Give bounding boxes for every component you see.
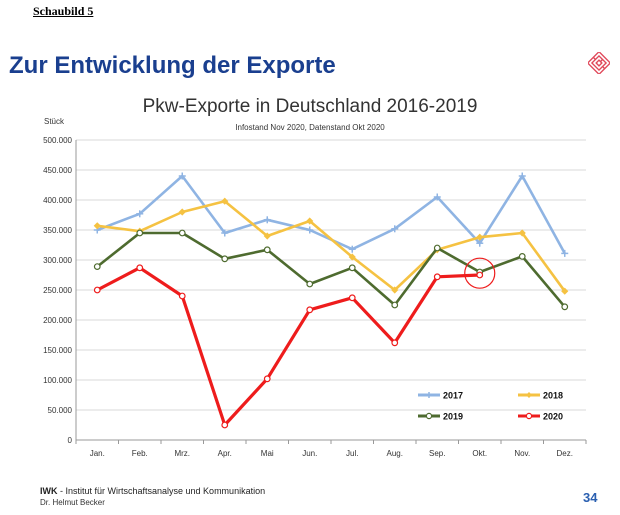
legend-marker-2019	[425, 412, 433, 420]
x-tick-label: Mrz.	[174, 449, 190, 458]
legend-label-2019: 2019	[443, 412, 463, 422]
slide-title: Zur Entwicklung der Exporte	[9, 52, 336, 79]
chart-subtitle: Infostand Nov 2020, Datenstand Okt 2020	[235, 123, 385, 132]
y-tick-label: 0	[68, 436, 73, 445]
y-tick-label: 450.000	[43, 166, 72, 175]
data-point-2018	[348, 253, 356, 261]
data-point-2020	[136, 264, 144, 272]
y-tick-label: 50.000	[48, 406, 73, 415]
data-point-2018	[518, 229, 526, 237]
org-abbrev: IWK	[40, 486, 58, 496]
y-tick-label: 500.000	[43, 136, 72, 145]
x-tick-label: Apr.	[218, 449, 232, 458]
data-point-2018	[263, 232, 271, 240]
x-tick-label: Nov.	[514, 449, 530, 458]
data-point-2019	[433, 244, 441, 252]
x-tick-label: Jun.	[302, 449, 317, 458]
y-tick-label: 300.000	[43, 256, 72, 265]
legend-marker-2020	[525, 412, 533, 420]
data-point-2018	[476, 233, 484, 241]
data-point-2020	[433, 273, 441, 281]
legend-label-2020: 2020	[543, 412, 563, 422]
series-line-2018	[97, 199, 566, 292]
data-point-2020	[93, 286, 101, 294]
y-tick-label: 250.000	[43, 286, 72, 295]
data-point-2020	[476, 271, 484, 279]
data-point-2018	[306, 217, 314, 225]
y-tick-label: 150.000	[43, 346, 72, 355]
data-point-2019	[136, 229, 144, 237]
data-point-2018	[93, 222, 101, 230]
data-point-2020	[221, 421, 229, 429]
y-tick-label: 400.000	[43, 196, 72, 205]
data-point-2019	[221, 255, 229, 263]
legend-label-2018: 2018	[543, 391, 563, 401]
data-point-2019	[93, 263, 101, 271]
data-point-2018	[391, 286, 399, 294]
series-line-2017	[96, 174, 566, 255]
footer-author: Dr. Helmut Becker	[40, 498, 105, 507]
data-point-2018	[221, 197, 229, 205]
data-point-2020	[178, 292, 186, 300]
data-point-2020	[263, 375, 271, 383]
data-point-2020	[306, 306, 314, 314]
data-point-2019	[561, 303, 569, 311]
data-point-2019	[348, 264, 356, 272]
x-tick-label: Mai	[261, 449, 274, 458]
y-tick-label: 350.000	[43, 226, 72, 235]
data-point-2019	[518, 252, 526, 260]
x-tick-label: Feb.	[132, 449, 148, 458]
y-axis-unit-label: Stück	[44, 117, 65, 126]
legend-marker-2018	[526, 392, 532, 398]
legend-label-2017: 2017	[443, 391, 463, 401]
page-number: 34	[583, 490, 598, 505]
figure-label: Schaubild 5	[33, 4, 94, 18]
y-tick-label: 100.000	[43, 376, 72, 385]
series-line-2019	[96, 231, 566, 308]
y-tick-label: 200.000	[43, 316, 72, 325]
series-line-2020	[96, 266, 480, 427]
x-tick-label: Jan.	[90, 449, 105, 458]
org-name: - Institut für Wirtschaftsanalyse und Ko…	[57, 486, 266, 496]
data-point-2020	[391, 339, 399, 347]
data-point-2018	[178, 208, 186, 216]
data-point-2019	[391, 301, 399, 309]
x-tick-label: Sep.	[429, 449, 445, 458]
data-point-2019	[178, 229, 186, 237]
chart-title: Pkw-Exporte in Deutschland 2016-2019	[142, 96, 478, 117]
x-tick-label: Dez.	[557, 449, 573, 458]
data-point-2020	[348, 294, 356, 302]
x-tick-label: Okt.	[472, 449, 487, 458]
data-point-2019	[306, 280, 314, 288]
x-tick-label: Aug.	[387, 449, 403, 458]
data-point-2019	[263, 246, 271, 254]
highlight-circle	[464, 257, 496, 289]
x-tick-label: Jul.	[346, 449, 358, 458]
footer-organization: IWK - Institut für Wirtschaftsanalyse un…	[40, 486, 265, 496]
data-point-2018	[561, 287, 569, 295]
maze-logo-icon	[588, 52, 610, 74]
